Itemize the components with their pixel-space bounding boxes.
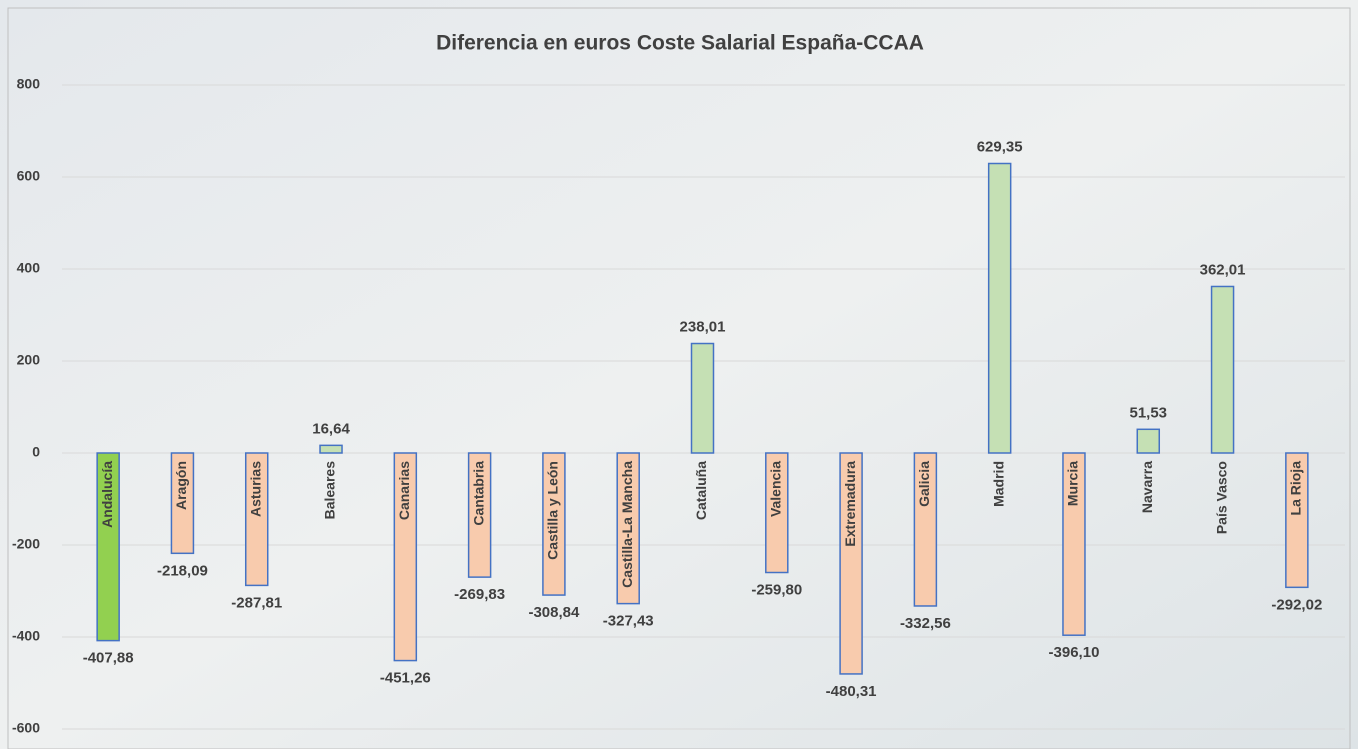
bar: [1137, 429, 1159, 453]
y-tick-label: -600: [12, 720, 40, 736]
data-label: 629,35: [977, 138, 1023, 155]
data-label: -259,80: [751, 581, 802, 598]
bar: [692, 344, 714, 453]
chart-title: Diferencia en euros Coste Salarial Españ…: [436, 32, 924, 55]
bar: [989, 163, 1011, 453]
bar: [1212, 286, 1234, 453]
data-label: -407,88: [83, 650, 134, 667]
x-tick-label: Cantabria: [470, 461, 486, 526]
y-tick-label: 0: [32, 444, 40, 460]
y-tick-label: -200: [12, 536, 40, 552]
data-label: -287,81: [231, 594, 282, 611]
y-tick-label: -400: [12, 628, 40, 644]
y-tick-label: 400: [17, 260, 41, 276]
data-label: 362,01: [1200, 261, 1246, 278]
x-tick-label: Navarra: [1139, 461, 1155, 513]
page: Diferencia en euros Coste Salarial Españ…: [0, 0, 1358, 749]
data-label: -327,43: [603, 613, 654, 630]
x-tick-label: Murcia: [1065, 461, 1081, 506]
x-tick-label: La Rioja: [1288, 461, 1304, 516]
x-tick-label: Canarias: [396, 461, 412, 520]
x-tick-label: Extremadura: [842, 461, 858, 547]
bar: [320, 445, 342, 453]
data-label: -451,26: [380, 670, 431, 687]
data-label: -292,02: [1271, 596, 1322, 613]
x-tick-label: Castilla y León: [545, 461, 561, 560]
x-tick-label: Galicia: [916, 461, 932, 507]
data-label: -308,84: [528, 604, 580, 621]
data-label: -218,09: [157, 562, 208, 579]
x-tick-label: País Vasco: [1213, 461, 1229, 534]
data-label: -480,31: [826, 683, 877, 700]
y-tick-label: 200: [17, 352, 41, 368]
y-tick-label: 600: [17, 168, 41, 184]
x-tick-label: Valencia: [767, 461, 783, 517]
x-tick-label: Andalucía: [99, 461, 115, 528]
x-tick-label: Asturias: [247, 461, 263, 517]
x-tick-label: Cataluña: [693, 461, 709, 520]
data-label: -269,83: [454, 586, 505, 603]
data-label: -396,10: [1049, 644, 1100, 661]
x-tick-label: Baleares: [322, 461, 338, 520]
chart: Diferencia en euros Coste Salarial Españ…: [0, 0, 1358, 749]
data-label: 238,01: [680, 318, 726, 335]
y-tick-label: 800: [17, 76, 41, 92]
x-tick-label: Madrid: [990, 461, 1006, 507]
data-label: 51,53: [1129, 404, 1167, 421]
data-label: 16,64: [312, 420, 350, 437]
data-label: -332,56: [900, 615, 951, 632]
x-tick-label: Castilla-La Mancha: [619, 461, 635, 588]
x-tick-label: Aragón: [173, 461, 189, 510]
